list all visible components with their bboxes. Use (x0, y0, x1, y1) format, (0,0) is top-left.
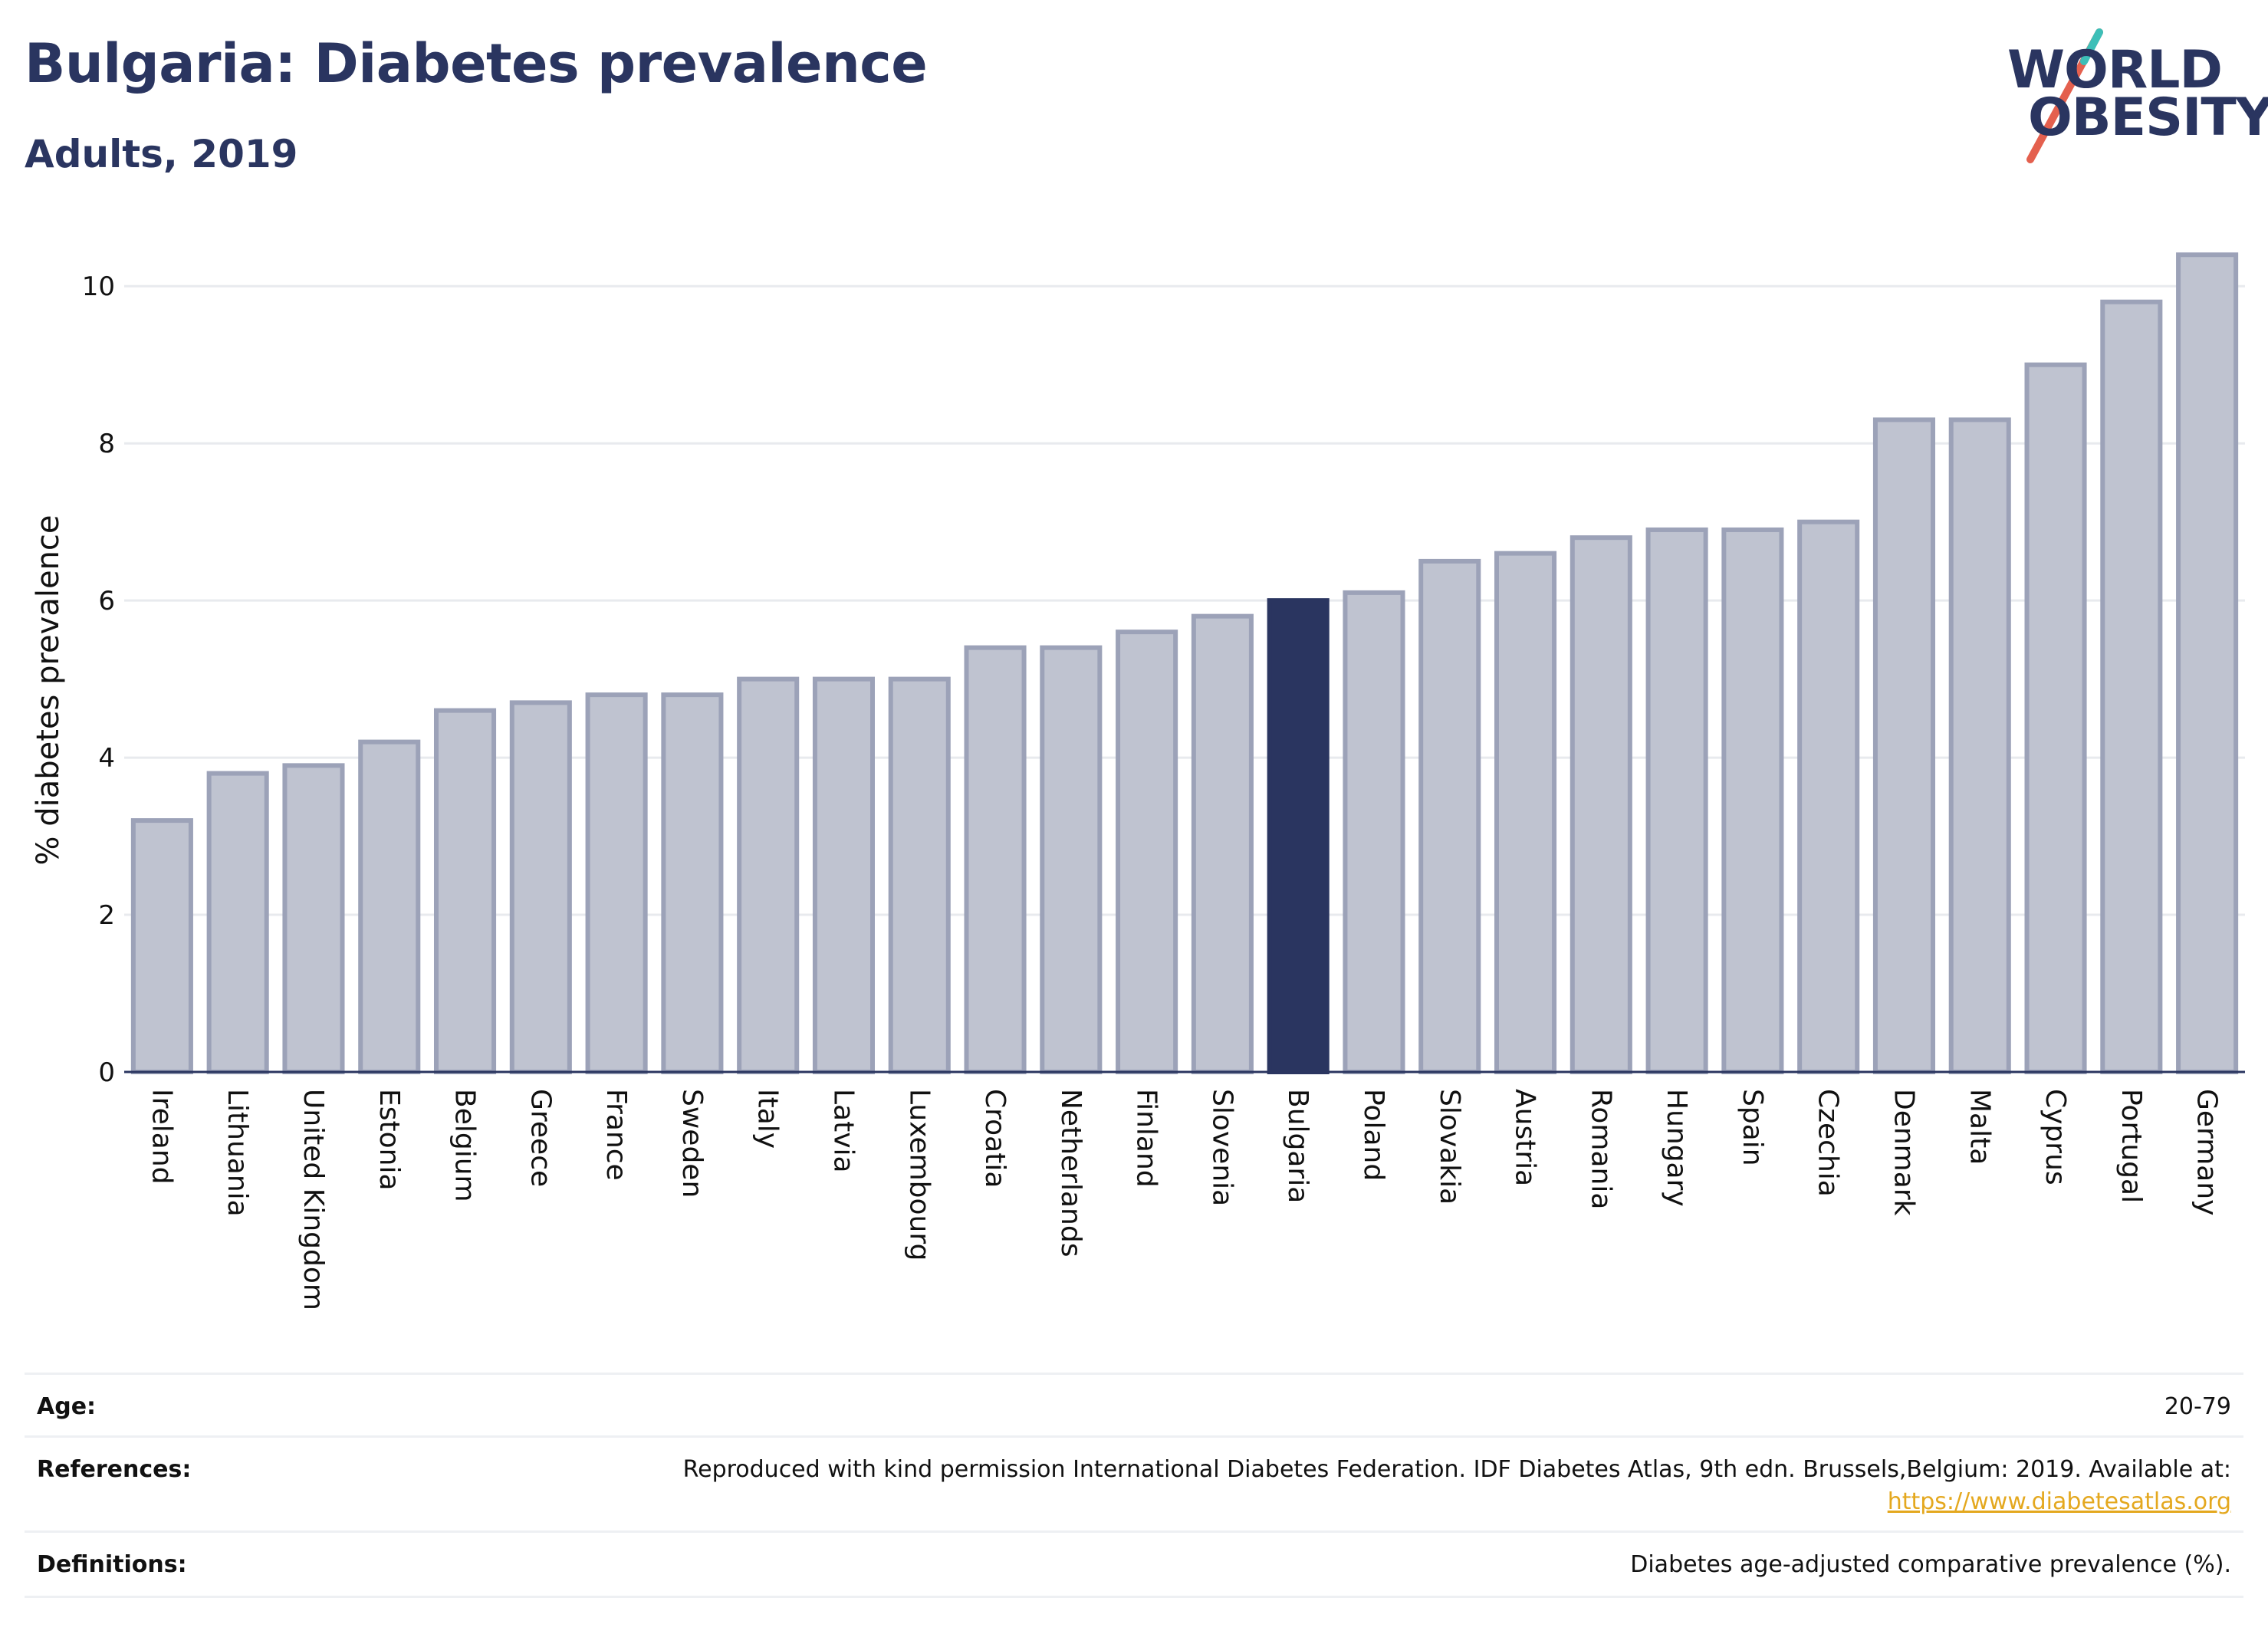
x-tick-label: Italy (752, 1089, 784, 1149)
bar-italy (737, 676, 800, 1074)
x-tick-label: Cyprus (2040, 1089, 2071, 1185)
bar-united-kingdom (282, 763, 345, 1074)
x-tick-label: Lithuania (222, 1089, 253, 1217)
x-tick-label: Finland (1131, 1089, 1162, 1188)
page-title: Bulgaria: Diabetes prevalence (25, 32, 928, 95)
x-tick-label: Romania (1585, 1089, 1616, 1209)
x-tick-label: Denmark (1888, 1089, 1919, 1216)
x-tick-label: Spain (1737, 1089, 1768, 1166)
bar-luxembourg (888, 676, 951, 1074)
x-tick-label: Croatia (979, 1089, 1011, 1188)
x-tick-label: Bulgaria (1282, 1089, 1313, 1203)
y-tick-label: 4 (98, 743, 115, 774)
x-tick-label: Czechia (1813, 1089, 1844, 1197)
bar-bulgaria (1267, 598, 1330, 1074)
y-tick-label: 0 (98, 1057, 115, 1088)
bar-germany (2176, 252, 2239, 1075)
bar-denmark (1872, 417, 1936, 1074)
page-subtitle: Adults, 2019 (25, 132, 298, 176)
x-tick-label: Luxembourg (903, 1089, 935, 1261)
definitions-label: Definitions: (37, 1551, 187, 1578)
bar-portugal (2100, 299, 2163, 1074)
world-obesity-logo (2026, 28, 2103, 163)
bar-slovenia (1191, 613, 1254, 1074)
bars (130, 252, 2239, 1075)
bar-sweden (661, 692, 724, 1074)
bar-spain (1721, 527, 1784, 1074)
x-tick-label: Germany (2191, 1089, 2223, 1215)
x-tick-label: Portugal (2115, 1089, 2147, 1203)
bar-estonia (358, 739, 421, 1074)
bar-chart: 0 2 4 6 8 10 Ireland Lithuania United Kingdom Es… (31, 252, 2245, 1310)
bar-lithuania (206, 771, 269, 1074)
bar-austria (1494, 551, 1557, 1074)
bar-romania (1570, 535, 1632, 1074)
x-tick-label: United Kingdom (297, 1089, 329, 1310)
x-tick-label: France (600, 1089, 632, 1181)
x-tick-label: Latvia (827, 1089, 859, 1173)
logo-text-obesity: OBESITY (2028, 87, 2268, 148)
x-tick-label: Estonia (373, 1089, 405, 1191)
bar-slovakia (1418, 558, 1481, 1074)
y-axis-label: % diabetes prevalence (31, 515, 66, 865)
x-tick-label: Netherlands (1055, 1089, 1086, 1257)
y-tick-label: 6 (98, 586, 115, 616)
bar-belgium (433, 708, 497, 1074)
y-tick-labels: 0 2 4 6 8 10 (82, 271, 115, 1088)
references-link[interactable]: https://www.diabetesatlas.org (1887, 1488, 2231, 1515)
bar-cyprus (2024, 362, 2087, 1074)
bar-ireland (130, 818, 193, 1074)
bar-france (585, 692, 648, 1074)
bar-netherlands (1040, 645, 1103, 1074)
x-tick-labels: Ireland Lithuania United Kingdom Estonia Bel… (146, 1089, 2222, 1310)
bar-poland (1343, 590, 1405, 1074)
bar-greece (509, 700, 572, 1074)
x-tick-label: Austria (1510, 1089, 1541, 1186)
info-row-age: Age: 20-79 (25, 1373, 2243, 1438)
x-tick-label: Sweden (676, 1089, 708, 1198)
bar-croatia (964, 645, 1027, 1074)
info-row-definitions: Definitions: Diabetes age-adjusted compa… (25, 1530, 2243, 1598)
x-tick-label: Belgium (449, 1089, 481, 1202)
y-tick-label: 8 (98, 429, 115, 459)
bar-latvia (812, 676, 876, 1074)
references-label: References: (37, 1456, 192, 1483)
x-tick-label: Ireland (146, 1089, 177, 1185)
bar-malta (1948, 417, 2011, 1074)
y-tick-label: 2 (98, 900, 115, 931)
y-tick-label: 10 (82, 271, 115, 302)
x-tick-label: Hungary (1661, 1089, 1692, 1207)
references-text: Reproduced with kind permission Internat… (682, 1456, 2231, 1483)
x-tick-label: Slovakia (1434, 1089, 1465, 1205)
age-label: Age: (37, 1393, 97, 1420)
logo-slash-teal (2080, 28, 2103, 65)
x-tick-label: Poland (1358, 1089, 1389, 1181)
logo-text-world: WORLD (2007, 40, 2223, 100)
definitions-value: Diabetes age-adjusted comparative preval… (1630, 1551, 2231, 1578)
info-row-references: References: Reproduced with kind permiss… (25, 1435, 2243, 1533)
bar-czechia (1797, 519, 1860, 1074)
x-tick-label: Malta (1964, 1089, 1995, 1165)
bar-hungary (1645, 527, 1708, 1074)
x-tick-label: Greece (524, 1089, 556, 1187)
age-value: 20-79 (2164, 1393, 2231, 1420)
x-tick-label: Slovenia (1206, 1089, 1238, 1206)
bar-finland (1116, 630, 1178, 1074)
